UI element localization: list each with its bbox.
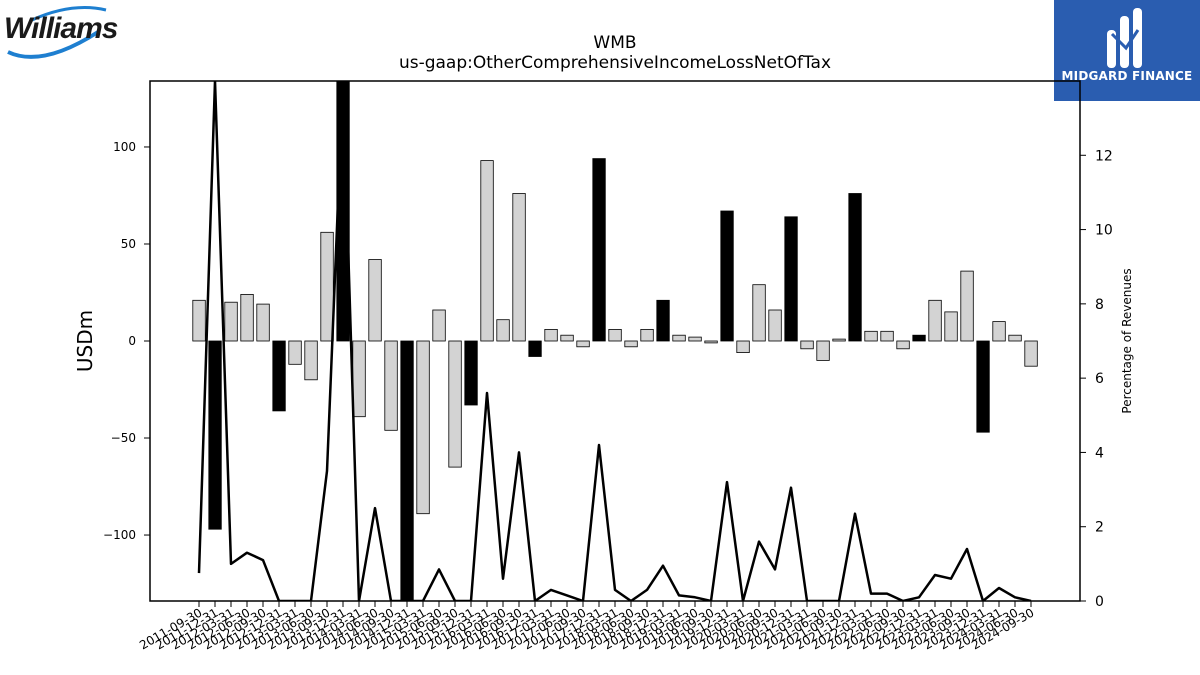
y-tick-label: −50 <box>111 431 136 445</box>
y2-tick-label: 0 <box>1095 594 1104 610</box>
midgard-logo-text: MIDGARD FINANCE <box>1061 69 1193 83</box>
chart-title: WMB <box>593 33 637 53</box>
midgard-mark-icon <box>1107 8 1142 68</box>
bar-2013-03-31 <box>288 340 302 365</box>
y-tick-label: 50 <box>121 237 136 251</box>
bar-2022-12-31 <box>912 334 926 342</box>
bar-2023-12-31 <box>976 340 990 433</box>
bar-2020-03-31 <box>736 340 750 354</box>
y-tick-label: 0 <box>128 334 136 348</box>
y2-tick-label: 6 <box>1095 371 1104 387</box>
bar-2016-03-31 <box>480 160 494 342</box>
bar-2019-03-31 <box>672 334 686 342</box>
bar-2015-03-31 <box>416 340 430 515</box>
bar-2021-06-30 <box>816 340 830 361</box>
line-percentage-of-revenues <box>197 81 1032 601</box>
bar-2020-12-31 <box>784 216 798 342</box>
y2-tick-label: 8 <box>1095 297 1104 313</box>
bar-2019-09-30 <box>704 340 718 344</box>
bar-2018-12-31 <box>656 299 670 342</box>
bar-2018-03-31 <box>608 328 622 342</box>
bar-2011-09-30 <box>192 299 206 342</box>
bar-2014-06-30 <box>368 259 382 342</box>
bar-2019-06-30 <box>688 336 702 342</box>
bar-2017-06-30 <box>560 334 574 342</box>
bar-2017-03-31 <box>544 328 558 342</box>
bar-2019-12-31 <box>720 210 734 342</box>
bar-2024-03-31 <box>992 321 1006 342</box>
bar-2013-09-30 <box>320 231 334 342</box>
bar-2022-03-31 <box>864 330 878 342</box>
y2-tick-label: 12 <box>1095 148 1113 164</box>
bar-2024-06-30 <box>1008 334 1022 342</box>
bar-2012-09-30 <box>256 303 270 342</box>
bar-2020-06-30 <box>752 284 766 342</box>
bar-2023-06-30 <box>944 311 958 342</box>
y2-axis-label: Percentage of Revenues <box>1120 268 1134 413</box>
bar-2023-09-30 <box>960 270 974 342</box>
bar-2023-03-31 <box>928 299 942 342</box>
bar-2021-12-31 <box>848 193 862 342</box>
bar-2014-03-31 <box>352 340 366 418</box>
bar-2022-09-30 <box>896 340 910 350</box>
y2-tick-label: 2 <box>1095 520 1104 536</box>
bar-2018-09-30 <box>640 328 654 342</box>
bar-2014-12-31 <box>400 340 414 601</box>
y2-tick-label: 4 <box>1095 445 1104 461</box>
bar-2017-09-30 <box>576 340 590 348</box>
y2-tick-label: 10 <box>1095 223 1113 239</box>
y-tick-label: 100 <box>113 140 136 154</box>
bar-2016-09-30 <box>512 193 526 342</box>
bar-2012-12-31 <box>272 340 286 412</box>
williams-logo-text: Williams <box>4 12 118 45</box>
bar-2013-06-30 <box>304 340 318 381</box>
y-axis-label: USDm <box>73 310 97 372</box>
williams-logo: Williams <box>2 2 122 68</box>
bar-2022-06-30 <box>880 330 894 342</box>
bar-2021-09-30 <box>832 338 846 342</box>
bar-2011-12-31 <box>208 340 222 530</box>
y-tick-label: −100 <box>103 528 136 542</box>
bar-2012-06-30 <box>240 293 254 342</box>
bar-2015-06-30 <box>432 309 446 342</box>
bar-2018-06-30 <box>624 340 638 348</box>
chart-subtitle: us-gaap:OtherComprehensiveIncomeLossNetO… <box>398 53 832 73</box>
bar-2021-03-31 <box>800 340 814 350</box>
midgard-finance-logo: MIDGARD FINANCE <box>1054 0 1200 101</box>
bar-2024-09-30 <box>1024 340 1038 367</box>
bar-2015-09-30 <box>448 340 462 468</box>
bar-2014-09-30 <box>384 340 398 431</box>
bar-2015-12-31 <box>464 340 478 406</box>
bar-2016-06-30 <box>496 319 510 342</box>
williams-swoosh-icon <box>7 6 107 59</box>
bar-2012-03-31 <box>224 301 238 342</box>
bar-2017-12-31 <box>592 158 606 342</box>
bar-2020-09-30 <box>768 309 782 342</box>
bar-2016-12-31 <box>528 340 542 357</box>
